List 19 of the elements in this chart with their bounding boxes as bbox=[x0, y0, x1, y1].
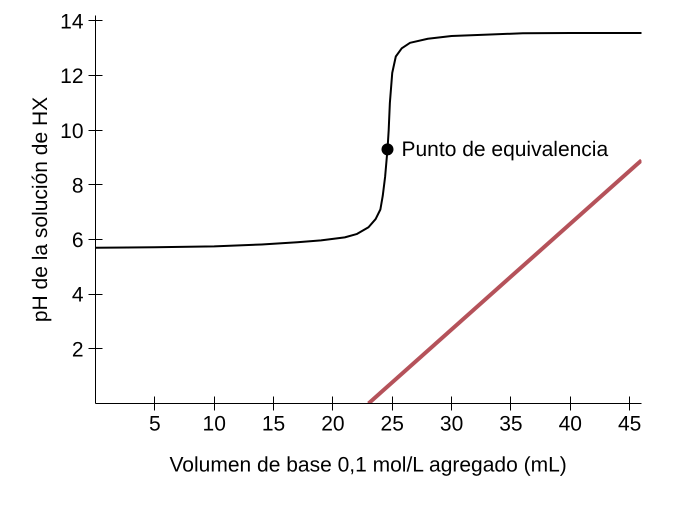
y-tick-label: 12 bbox=[60, 65, 84, 88]
y-tick-label: 10 bbox=[60, 120, 84, 143]
y-tick-label: 4 bbox=[72, 284, 84, 307]
y-tick-label: 14 bbox=[60, 10, 84, 34]
x-tick-label: 45 bbox=[618, 412, 642, 436]
y-tick-label: 2 bbox=[72, 338, 84, 362]
x-tick-label: 25 bbox=[380, 412, 404, 436]
annotation: Punto de equivalencia bbox=[401, 138, 608, 161]
x-tick-label: 5 bbox=[149, 412, 161, 436]
x-tick-label: 35 bbox=[499, 412, 523, 436]
y-axis-title: pH de la solución de HX bbox=[29, 96, 52, 322]
y-tick-label: 6 bbox=[72, 229, 84, 252]
x-tick-label: 15 bbox=[262, 412, 286, 436]
x-axis-title: Volumen de base 0,1 mol/L agregado (mL) bbox=[169, 454, 567, 476]
x-tick-label: 40 bbox=[558, 412, 582, 436]
x-tick-label: 30 bbox=[440, 412, 464, 436]
x-tick-label: 10 bbox=[202, 412, 226, 436]
x-tick-label: 20 bbox=[321, 412, 345, 436]
y-tick-label: 8 bbox=[72, 174, 84, 198]
